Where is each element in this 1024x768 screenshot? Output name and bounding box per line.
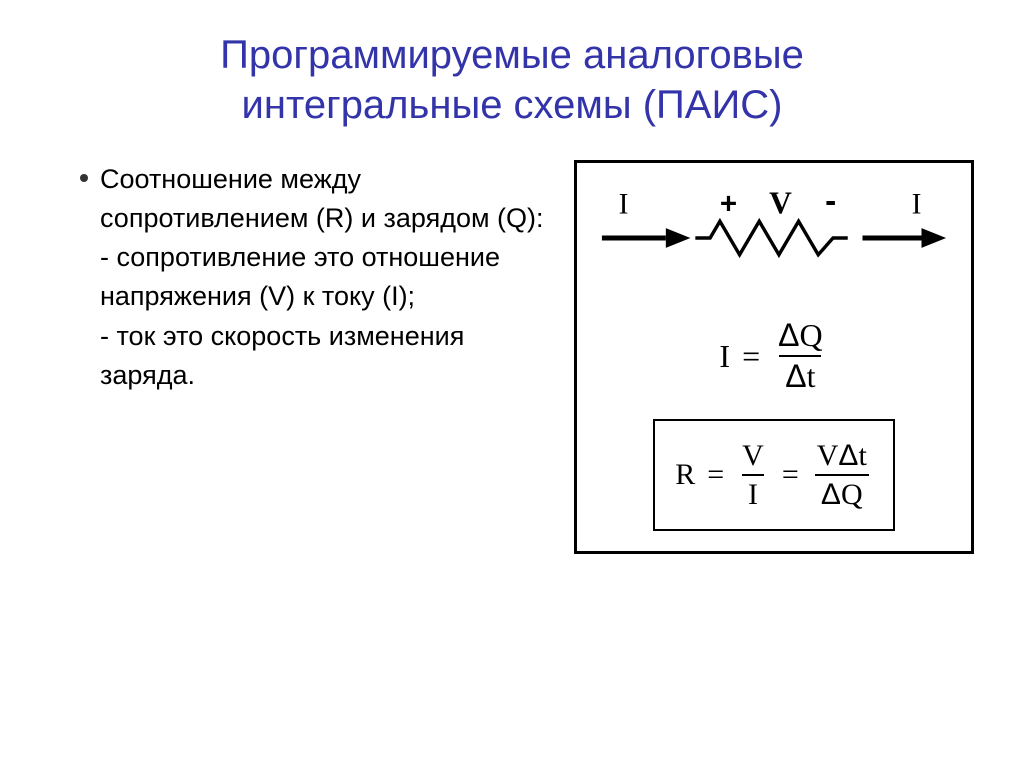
eq2-f1-den: I [742,474,764,511]
page-title: Программируемые аналоговые интегральные … [50,30,974,130]
eq2-fraction-2: VΔt ΔQ [811,439,873,511]
minus-label: - [825,183,836,219]
eq1-denominator: Δt [779,355,821,394]
arrow-left-head [666,228,691,248]
title-line-1: Программируемые аналоговые [220,33,804,77]
eq1-fraction: ΔQ Δt [772,318,828,394]
plus-label: + [720,187,737,220]
equation-current: I = ΔQ Δt [719,318,828,394]
eq2-equals-1: = [707,458,724,492]
right-column: I + V - I I = ΔQ Δ [574,160,974,554]
title-line-2: интегральные схемы (ПАИС) [242,83,783,127]
eq2-lhs: R [675,458,695,492]
equation-resistance: R = V I = VΔt ΔQ [653,419,895,531]
current-label-left: I [619,188,629,220]
voltage-label: V [769,185,792,220]
diagram-box: I + V - I I = ΔQ Δ [574,160,974,554]
eq1-lhs: I [719,338,730,375]
left-column: Соотношение между сопротивлением (R) и з… [50,160,544,554]
eq2-f2-num: VΔt [811,439,873,474]
eq2-equals-2: = [782,458,799,492]
bullet-icon [80,174,88,182]
eq2-f1-num: V [736,439,770,474]
eq1-numerator: ΔQ [772,318,828,355]
resistor-circuit-diagram: I + V - I [597,183,951,293]
eq1-equals: = [742,338,760,375]
resistor-symbol [695,221,847,254]
current-label-right: I [912,188,922,220]
eq2-fraction-1: V I [736,439,770,511]
eq2-f2-den: ΔQ [815,474,869,511]
body-text: Соотношение между сопротивлением (R) и з… [100,160,544,395]
bullet-item: Соотношение между сопротивлением (R) и з… [80,160,544,395]
content-row: Соотношение между сопротивлением (R) и з… [50,160,974,554]
arrow-right-head [922,228,947,248]
